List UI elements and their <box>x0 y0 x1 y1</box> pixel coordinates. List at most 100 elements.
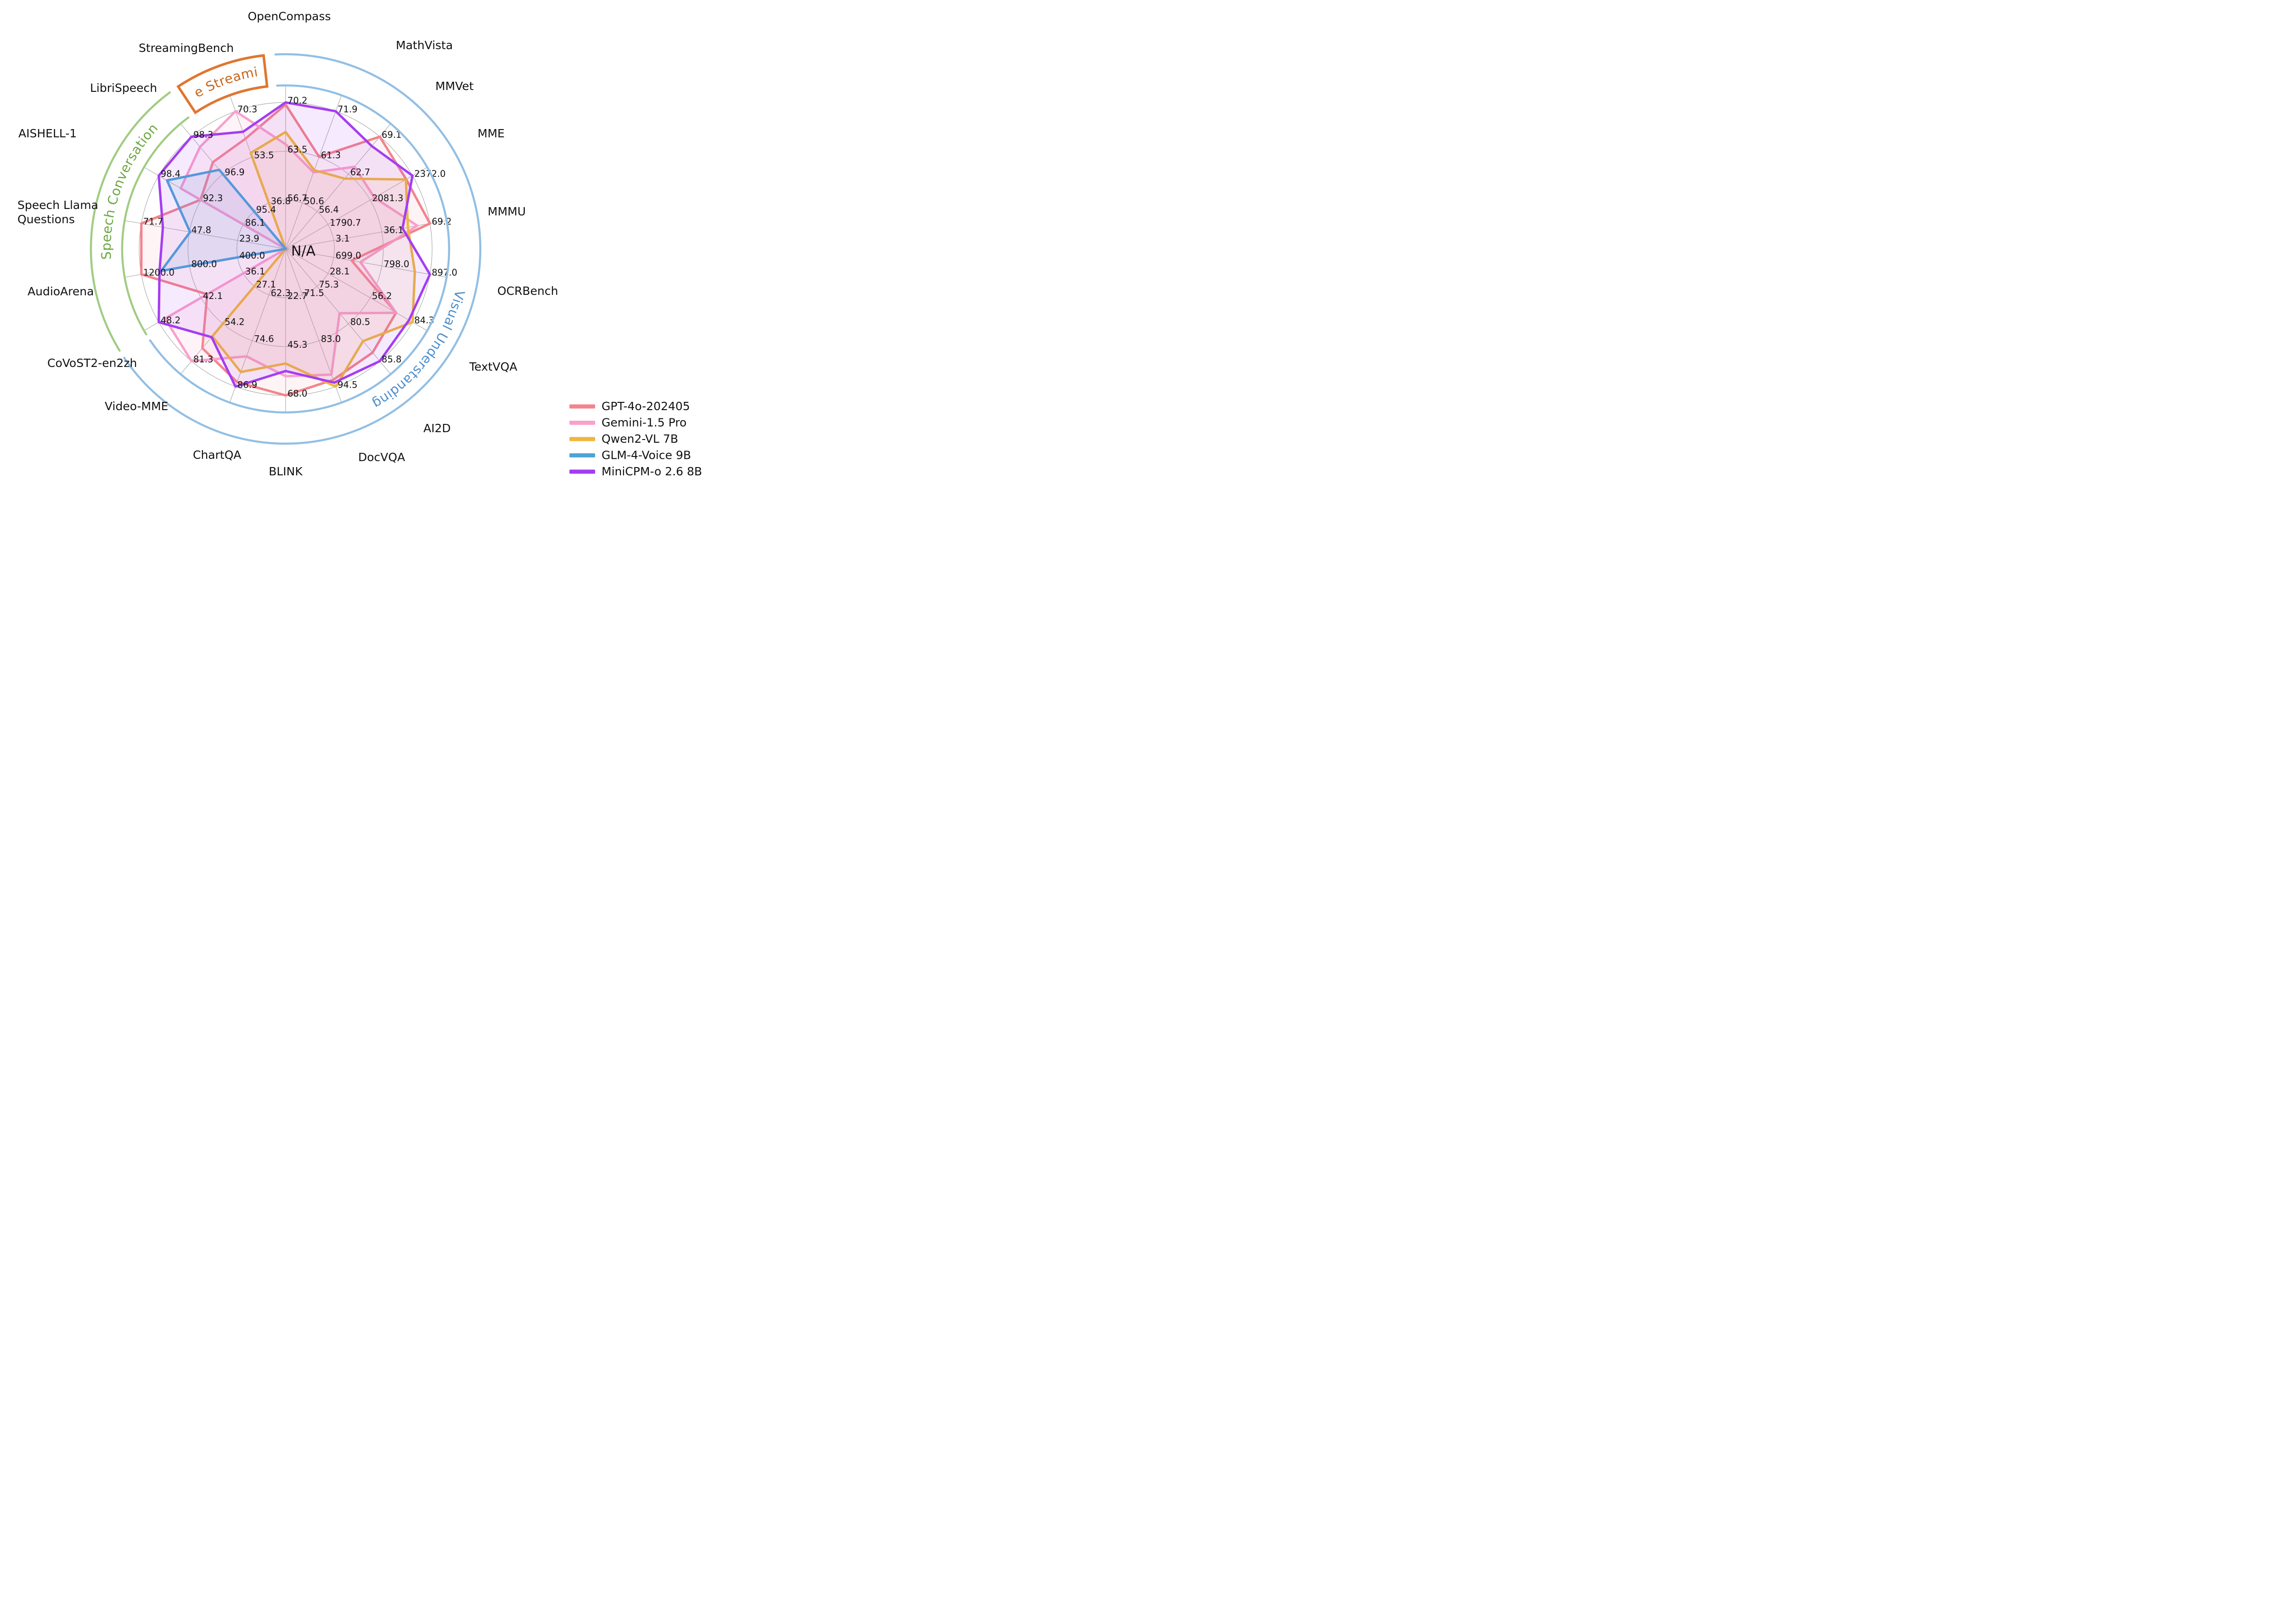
grid-spoke <box>285 220 447 249</box>
grid-spoke <box>285 123 391 249</box>
tick-label: 69.2 <box>432 216 451 227</box>
series-fill-gemini-1-5-pro <box>165 111 417 377</box>
tick-label: 798.0 <box>383 259 409 269</box>
radar-chart-figure: 56.7 63.5 70.2 50.6 61.3 71.9 56.4 62.7 69.1 1790… <box>0 0 709 485</box>
tick-label: 56.2 <box>372 291 392 301</box>
benchmark-axis-labels: OpenCompass MathVista MMVet MME MMMU OCRBench… <box>17 10 558 478</box>
tick-label: 71.5 <box>304 288 324 298</box>
tick-label: 28.1 <box>330 266 349 277</box>
tick-label: 56.7 <box>287 193 307 203</box>
grid-spoke <box>124 220 286 249</box>
tick-label: 92.3 <box>203 193 223 203</box>
axis-label-docvqa: DocVQA <box>358 451 405 464</box>
tick-label: 3.1 <box>336 233 350 244</box>
tick-label: 70.2 <box>287 96 307 106</box>
tick-label: 84.3 <box>414 315 434 326</box>
axis-label-mmmu: MMMU <box>488 205 526 218</box>
tick-label: 68.0 <box>287 389 307 399</box>
tick-label: 83.0 <box>321 333 341 344</box>
tick-label: 62.3 <box>271 288 291 298</box>
legend-label-glm-4-voice-9b: GLM-4-Voice 9B <box>602 449 691 462</box>
tick-label: 47.8 <box>191 225 211 236</box>
series-polygons <box>140 101 431 397</box>
tick-label: 22.7 <box>287 291 307 301</box>
axis-label-aishell-1: AISHELL-1 <box>18 127 77 140</box>
tick-label: 699.0 <box>336 250 361 261</box>
axis-label-chartqa: ChartQA <box>193 448 241 462</box>
tick-label: 897.0 <box>432 267 457 278</box>
axis-label-audioarena: AudioArena <box>28 285 94 298</box>
tick-label: 56.4 <box>319 204 338 215</box>
band-live-streaming: Live Streaming <box>0 0 269 114</box>
axis-label-video-mme: Video-MME <box>105 400 168 413</box>
series-fill-glm-4-voice-9b <box>161 169 286 271</box>
tick-label: 23.9 <box>239 233 259 244</box>
tick-label: 54.2 <box>225 316 244 327</box>
legend-label-gpt-4o-202405: GPT-4o-202405 <box>602 400 690 413</box>
tick-label: 45.3 <box>287 339 307 350</box>
tick-label: 50.6 <box>304 196 324 207</box>
center-na-label: N/A <box>291 243 316 259</box>
tick-label: 81.3 <box>193 354 213 365</box>
tick-label: 2081.3 <box>372 193 403 203</box>
band-banner-outline <box>176 54 269 114</box>
legend-label-qwen2-vl-7b: Qwen2-VL 7B <box>602 432 678 445</box>
tick-label: 36.1 <box>245 266 265 277</box>
axis-label-covost2-en2zh: CoVoST2-en2zh <box>47 356 137 370</box>
band-inner-arc <box>149 84 450 414</box>
tick-label: 86.1 <box>245 217 265 228</box>
legend-swatch-gpt-4o-202405 <box>569 404 595 409</box>
tick-label: 98.4 <box>161 169 180 179</box>
tick-label: 74.6 <box>254 333 274 344</box>
grid-spoke <box>285 248 342 403</box>
axis-label-blink: BLINK <box>269 465 303 478</box>
legend-item-gpt-4o-202405: GPT-4o-202405 <box>569 400 690 413</box>
tick-label: 96.9 <box>225 167 244 178</box>
grid-spoke <box>229 248 286 403</box>
axis-label-librispeech: LibriSpeech <box>90 81 157 95</box>
axis-label-mathvista: MathVista <box>396 39 453 52</box>
tick-label: 63.5 <box>287 144 307 155</box>
series-line-glm-4-voice-9b <box>160 169 287 272</box>
band-inner-arc <box>121 116 190 336</box>
tick-label: 400.0 <box>239 250 265 261</box>
tick-label: 86.9 <box>237 379 257 390</box>
tick-label: 85.8 <box>382 354 401 365</box>
axis-label-speech-llama-questions: Speech Llama Questions <box>17 198 98 226</box>
grid-spoke <box>285 167 428 249</box>
tick-label: 61.3 <box>321 150 341 161</box>
axis-label-streamingbench: StreamingBench <box>139 41 234 55</box>
band-outer-arc <box>90 91 171 352</box>
legend-item-minicpm-o-2-6-8b: MiniCPM-o 2.6 8B <box>569 465 702 478</box>
legend-item-glm-4-voice-9b: GLM-4-Voice 9B <box>569 449 691 462</box>
radar-chart: 56.7 63.5 70.2 50.6 61.3 71.9 56.4 62.7 69.1 1790… <box>0 0 702 478</box>
tick-label: 27.1 <box>256 279 276 290</box>
legend-item-gemini-1-5-pro: Gemini-1.5 Pro <box>569 416 687 429</box>
tick-label: 98.3 <box>193 130 213 140</box>
tick-label: 80.5 <box>350 316 370 327</box>
tick-label: 71.7 <box>143 216 163 227</box>
legend-item-qwen2-vl-7b: Qwen2-VL 7B <box>569 432 678 445</box>
axis-tick-labels: 56.7 63.5 70.2 50.6 61.3 71.9 56.4 62.7 69.1 1790… <box>143 96 457 399</box>
tick-label: 48.2 <box>161 315 180 326</box>
tick-label: 69.1 <box>382 130 401 140</box>
tick-label: 800.0 <box>191 259 217 269</box>
axis-label-mmvet: MMVet <box>435 79 474 93</box>
band-outer-arc <box>123 53 482 445</box>
legend-swatch-qwen2-vl-7b <box>569 437 595 441</box>
legend-swatch-minicpm-o-2-6-8b <box>569 469 595 474</box>
axis-label-ocrbench: OCRBench <box>497 284 558 298</box>
tick-label: 36.1 <box>383 225 403 236</box>
axis-label-textvqa: TextVQA <box>469 360 517 373</box>
tick-label: 62.7 <box>350 167 370 178</box>
axis-label-mme: MME <box>478 127 505 140</box>
tick-label: 1200.0 <box>143 267 174 278</box>
legend-label-minicpm-o-2-6-8b: MiniCPM-o 2.6 8B <box>602 465 702 478</box>
tick-label: 1790.7 <box>330 217 361 228</box>
tick-label: 36.8 <box>271 196 291 207</box>
axis-label-ai2d: AI2D <box>423 422 451 435</box>
grid-spoke <box>285 248 428 331</box>
tick-label: 71.9 <box>338 104 357 115</box>
tick-label: 70.3 <box>237 104 257 115</box>
series-line-minicpm-o-2-6-8b <box>158 101 431 388</box>
